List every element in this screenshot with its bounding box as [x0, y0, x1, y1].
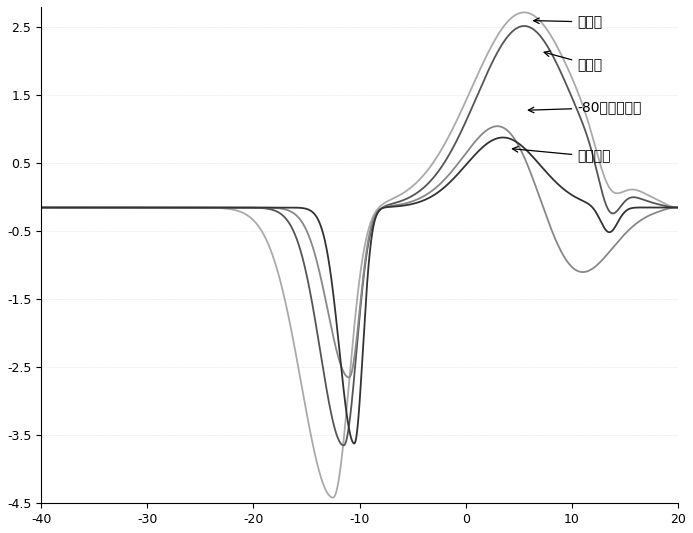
Text: 现蕾期: 现蕾期	[534, 15, 602, 29]
Text: 十字花期: 十字花期	[512, 147, 611, 164]
Text: -80度保存样品: -80度保存样品	[528, 101, 642, 115]
Text: 移栽期: 移栽期	[544, 51, 602, 72]
